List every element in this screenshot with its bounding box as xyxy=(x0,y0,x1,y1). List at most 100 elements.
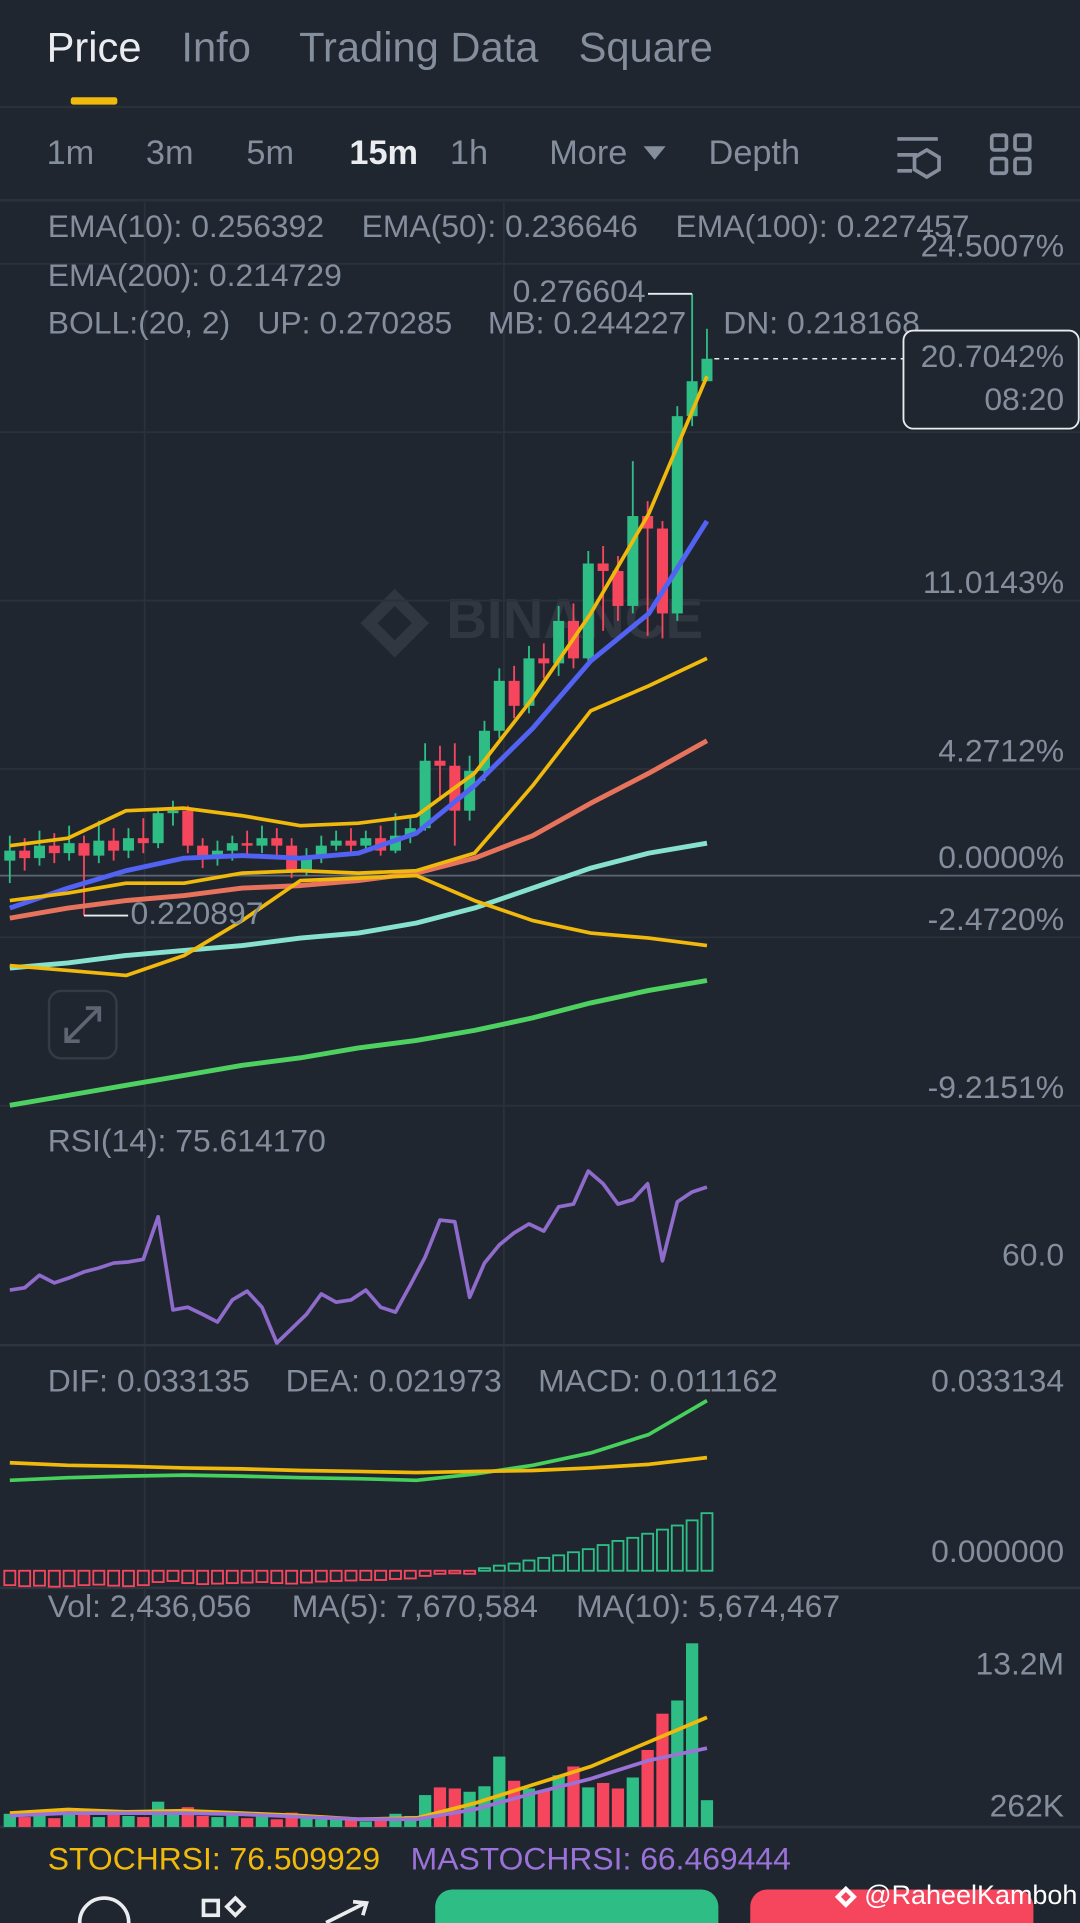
volume-bar xyxy=(33,1815,46,1827)
expand-button[interactable] xyxy=(47,989,118,1060)
interval[interactable]: 15m xyxy=(349,134,418,172)
legend-label: Vol: 2,436,056 xyxy=(48,1588,252,1624)
tab[interactable]: Trading Data xyxy=(299,24,539,71)
macd-bar xyxy=(374,1569,388,1581)
candle-body xyxy=(345,840,357,846)
indicator-line xyxy=(9,1169,708,1345)
macd-bar xyxy=(77,1569,91,1587)
credit: @RaheelKamboh xyxy=(864,1880,1077,1910)
candle-body xyxy=(108,840,120,851)
volume-bar xyxy=(641,1749,654,1827)
last-price-box xyxy=(902,329,1080,430)
credit-logo xyxy=(834,1885,857,1908)
macd-bar xyxy=(492,1564,506,1572)
macd-bar xyxy=(537,1556,551,1572)
macd-bar xyxy=(181,1569,195,1585)
stoch-label: STOCHRSI: 76.509929 xyxy=(48,1841,380,1877)
volume-bar xyxy=(211,1817,224,1827)
volume-bar xyxy=(137,1817,150,1827)
y-tick-label: 4.2712% xyxy=(938,732,1064,768)
buy-button[interactable] xyxy=(435,1889,719,1923)
candle-body xyxy=(241,843,253,846)
volume-bar xyxy=(686,1643,699,1827)
macd-bar xyxy=(344,1569,358,1582)
interval[interactable]: Depth xyxy=(709,134,801,172)
candle-body xyxy=(508,680,520,706)
candle-body xyxy=(493,680,505,731)
legend-label: DN: 0.218168 xyxy=(723,305,920,341)
legend-label: EMA(50): 0.236646 xyxy=(362,208,638,244)
legend-label: RSI(14): 75.614170 xyxy=(48,1122,326,1158)
y-tick-label: 60.0 xyxy=(1002,1236,1064,1272)
nav-icon[interactable] xyxy=(325,1899,369,1923)
macd-bar xyxy=(196,1569,210,1586)
candle-body xyxy=(211,850,223,856)
macd-bar xyxy=(92,1569,106,1586)
interval[interactable]: More xyxy=(549,134,627,172)
volume-bar xyxy=(656,1713,669,1827)
volume-bar xyxy=(122,1815,135,1827)
candle-body xyxy=(656,528,668,614)
legend-label: MA(10): 5,674,467 xyxy=(576,1588,840,1624)
macd-bar xyxy=(552,1554,566,1572)
macd-bar xyxy=(656,1528,669,1572)
icon-hex xyxy=(912,147,941,180)
max-label: 0.276604 xyxy=(513,273,646,309)
last-price-label: 20.7042% xyxy=(921,338,1065,374)
volume-bar xyxy=(300,1817,313,1827)
candle-body xyxy=(4,850,16,861)
interval[interactable]: 3m xyxy=(146,134,194,172)
legend-label: EMA(10): 0.256392 xyxy=(48,208,324,244)
icon-square xyxy=(989,156,1009,176)
icon-arrow xyxy=(325,1899,369,1923)
volume-bar xyxy=(18,1817,31,1827)
dropdown-arrow xyxy=(643,146,666,160)
tab[interactable]: Info xyxy=(181,24,250,71)
indicator-line xyxy=(9,656,708,903)
macd-bar xyxy=(285,1569,299,1585)
tab[interactable]: Square xyxy=(579,24,713,71)
legend-label: DIF: 0.033135 xyxy=(48,1363,250,1399)
volume-bar xyxy=(582,1787,595,1827)
candle-body xyxy=(122,838,134,851)
macd-bar xyxy=(62,1569,76,1588)
settings-icon[interactable] xyxy=(897,137,941,180)
interval[interactable]: 5m xyxy=(246,134,294,172)
sell-button[interactable] xyxy=(750,1889,1034,1923)
legend-label: MA(5): 7,670,584 xyxy=(292,1588,538,1624)
icon-square xyxy=(1013,156,1032,176)
tab[interactable]: Price xyxy=(47,24,142,71)
candle-body xyxy=(360,838,372,846)
indicator-line xyxy=(9,519,710,911)
indicator-line xyxy=(9,738,709,921)
candle-body xyxy=(93,840,105,856)
interval[interactable]: 1m xyxy=(47,134,95,172)
candle-body xyxy=(627,516,639,606)
macd-bar xyxy=(522,1559,536,1572)
macd-bar xyxy=(641,1532,655,1572)
volume-bar xyxy=(48,1818,61,1827)
volume-bar xyxy=(537,1790,550,1827)
icon-square xyxy=(989,133,1009,152)
candle-body xyxy=(152,813,164,844)
volume-bar xyxy=(522,1788,536,1827)
macd-bar xyxy=(166,1569,180,1582)
y-tick-label: 0.000000 xyxy=(931,1533,1064,1569)
indicator-line xyxy=(9,1399,708,1483)
interval[interactable]: 1h xyxy=(450,134,488,172)
volume-bar xyxy=(552,1775,565,1827)
icon-square xyxy=(1013,133,1032,152)
y-tick-label: 13.2M xyxy=(976,1645,1065,1681)
macd-bar xyxy=(611,1540,625,1572)
macd-bar xyxy=(359,1569,373,1581)
y-tick-label: -2.4720% xyxy=(928,901,1064,937)
volume-bar xyxy=(92,1817,105,1827)
layout-icon[interactable] xyxy=(989,133,1032,176)
volume-bar xyxy=(270,1819,283,1827)
candle-body xyxy=(553,620,565,664)
nav-icon[interactable] xyxy=(201,1895,247,1918)
indicator-line xyxy=(9,1455,708,1475)
legend-label: EMA(100): 0.227457 xyxy=(675,208,969,244)
y-tick-label: 262K xyxy=(990,1788,1064,1824)
